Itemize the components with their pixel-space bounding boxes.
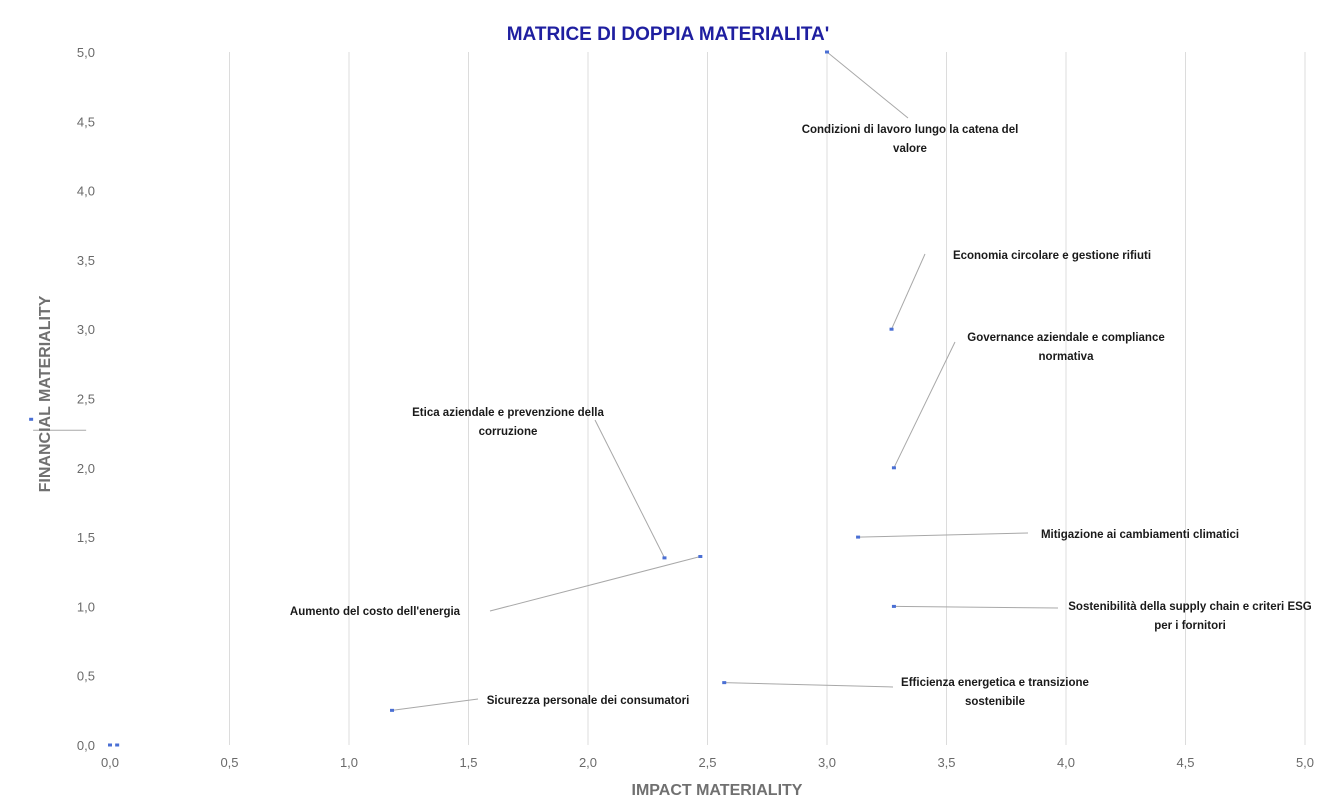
data-label-line: normativa [1039, 351, 1095, 363]
x-tick-label: 2,0 [579, 755, 597, 770]
y-axis-title: FINANCIAL MATERIALITY [37, 295, 54, 492]
grid-lines [229, 52, 1306, 745]
data-label: Etica aziendale e prevenzione della corru… [412, 407, 604, 438]
data-label: Sicurezza personale dei consumatori [487, 695, 690, 707]
data-labels: Condizioni di lavoro lungo la catena del… [290, 124, 1312, 708]
data-label-line: Condizioni di lavoro lungo la catena del [802, 124, 1019, 136]
data-point [115, 743, 120, 747]
data-label: Condizioni di lavoro lungo la catena del… [802, 124, 1019, 155]
y-tick-label: 2,5 [77, 392, 95, 407]
data-point [891, 604, 896, 608]
data-point [698, 555, 703, 559]
data-label-line: Etica aziendale e prevenzione della [412, 407, 604, 419]
data-label-line: Mitigazione ai cambiamenti climatici [1041, 529, 1239, 541]
data-point [856, 535, 861, 539]
data-label-line: Governance aziendale e compliance [967, 332, 1165, 344]
y-tick-label: 4,0 [77, 184, 95, 199]
data-point [390, 708, 395, 712]
x-tick-label: 0,5 [220, 755, 238, 770]
x-axis-title: IMPACT MATERIALITY [632, 782, 803, 799]
y-tick-label: 0,0 [77, 738, 95, 753]
y-tick-label: 5,0 [77, 45, 95, 60]
y-tick-label: 1,5 [77, 530, 95, 545]
leader-line [594, 419, 665, 559]
data-label-line: sostenibile [965, 696, 1025, 708]
y-tick-label: 2,0 [77, 461, 95, 476]
data-point [825, 50, 829, 54]
y-tick-label: 0,5 [77, 669, 95, 684]
leader-line [893, 341, 956, 469]
leader-line [391, 698, 479, 711]
data-label-line: Aumento del costo dell'energia [290, 606, 461, 618]
y-tick-label: 1,0 [77, 599, 95, 614]
data-label: Governance aziendale e compliance normati… [967, 332, 1165, 363]
x-tick-label: 4,5 [1176, 755, 1194, 770]
data-label-line: Economia circolare e gestione rifiuti [953, 250, 1151, 262]
data-label-line: per i fornitori [1154, 620, 1226, 632]
data-label: Economia circolare e gestione rifiuti [953, 250, 1151, 262]
x-tick-label: 1,5 [459, 755, 477, 770]
leader-line [893, 605, 1059, 609]
leader-line [489, 556, 701, 612]
y-tick-label: 3,5 [77, 253, 95, 268]
data-point [662, 556, 667, 560]
data-label-line: valore [893, 143, 927, 155]
leader-line [724, 682, 894, 688]
x-tick-label: 5,0 [1296, 755, 1314, 770]
data-point [29, 417, 34, 421]
data-point [722, 681, 727, 685]
data-point [891, 466, 896, 470]
data-label: Aumento del costo dell'energia [290, 606, 461, 618]
data-label-line: Sostenibilità della supply chain e crite… [1068, 601, 1312, 613]
leader-line [891, 253, 926, 330]
data-label-line: Efficienza energetica e transizione [901, 677, 1089, 689]
x-tick-label: 3,5 [937, 755, 955, 770]
data-label: Sostenibilità della supply chain e crite… [1068, 601, 1312, 632]
x-tick-label: 0,0 [101, 755, 119, 770]
data-points [29, 50, 896, 747]
y-tick-label: 4,5 [77, 114, 95, 129]
data-point [889, 327, 894, 331]
leader-line [826, 51, 909, 119]
data-point [108, 743, 112, 747]
x-tick-label: 4,0 [1057, 755, 1075, 770]
data-label: Efficienza energetica e transizione soste… [901, 677, 1089, 708]
data-label-line: Sicurezza personale dei consumatori [487, 695, 690, 707]
y-tick-label: 3,0 [77, 322, 95, 337]
x-tick-label: 2,5 [698, 755, 716, 770]
leader-lines [33, 51, 1059, 711]
chart-title: MATRICE DI DOPPIA MATERIALITA' [507, 24, 830, 45]
x-tick-label: 3,0 [818, 755, 836, 770]
data-label-line: corruzione [479, 426, 538, 438]
tick-labels: 0,0 0,5 1,0 1,5 2,0 2,5 3,0 3,5 4,0 4,5 5,0 0,0 0,5 1… [77, 45, 1314, 770]
leader-line [858, 532, 1029, 538]
x-tick-label: 1,0 [340, 755, 358, 770]
data-label: Mitigazione ai cambiamenti climatici [1041, 529, 1239, 541]
